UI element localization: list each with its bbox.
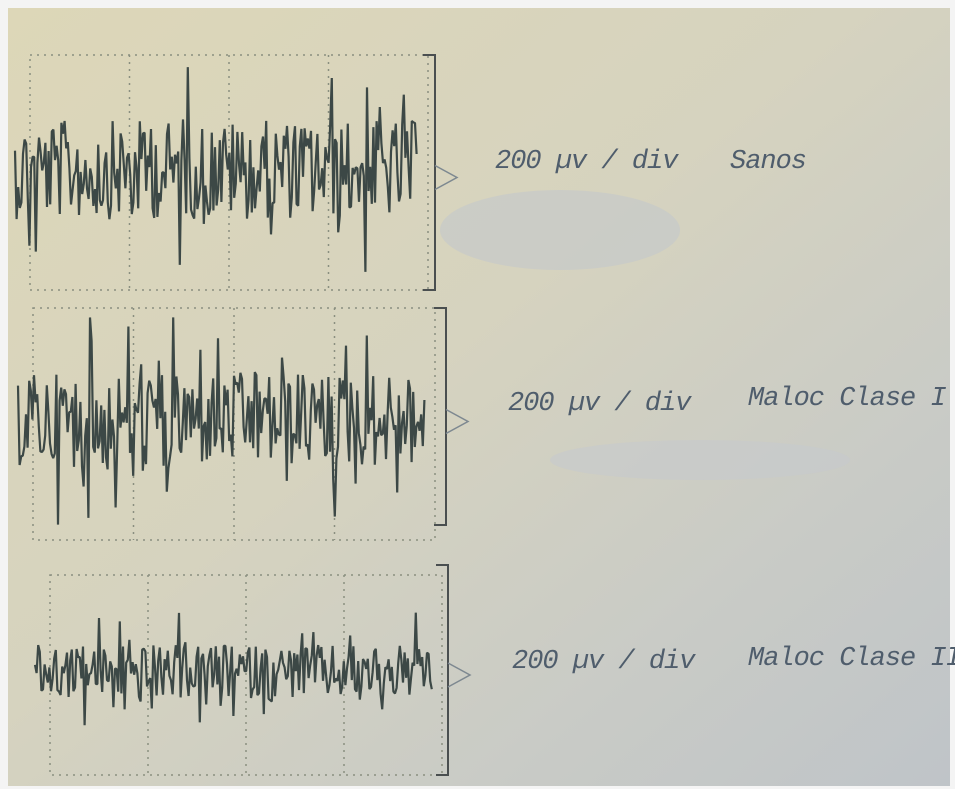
group-label: Maloc Clase II (748, 644, 955, 674)
scale-label: 200 µv / div (495, 147, 679, 177)
group-label: Sanos (730, 147, 806, 177)
group-label: Maloc Clase I (748, 384, 946, 414)
scale-label: 200 µv / div (508, 389, 692, 419)
scale-label: 200 µv / div (512, 647, 696, 677)
figure: 200 µv / div Sanos 200 µv / div Maloc Cl… (0, 0, 955, 789)
shade (550, 440, 850, 480)
shade (440, 190, 680, 270)
